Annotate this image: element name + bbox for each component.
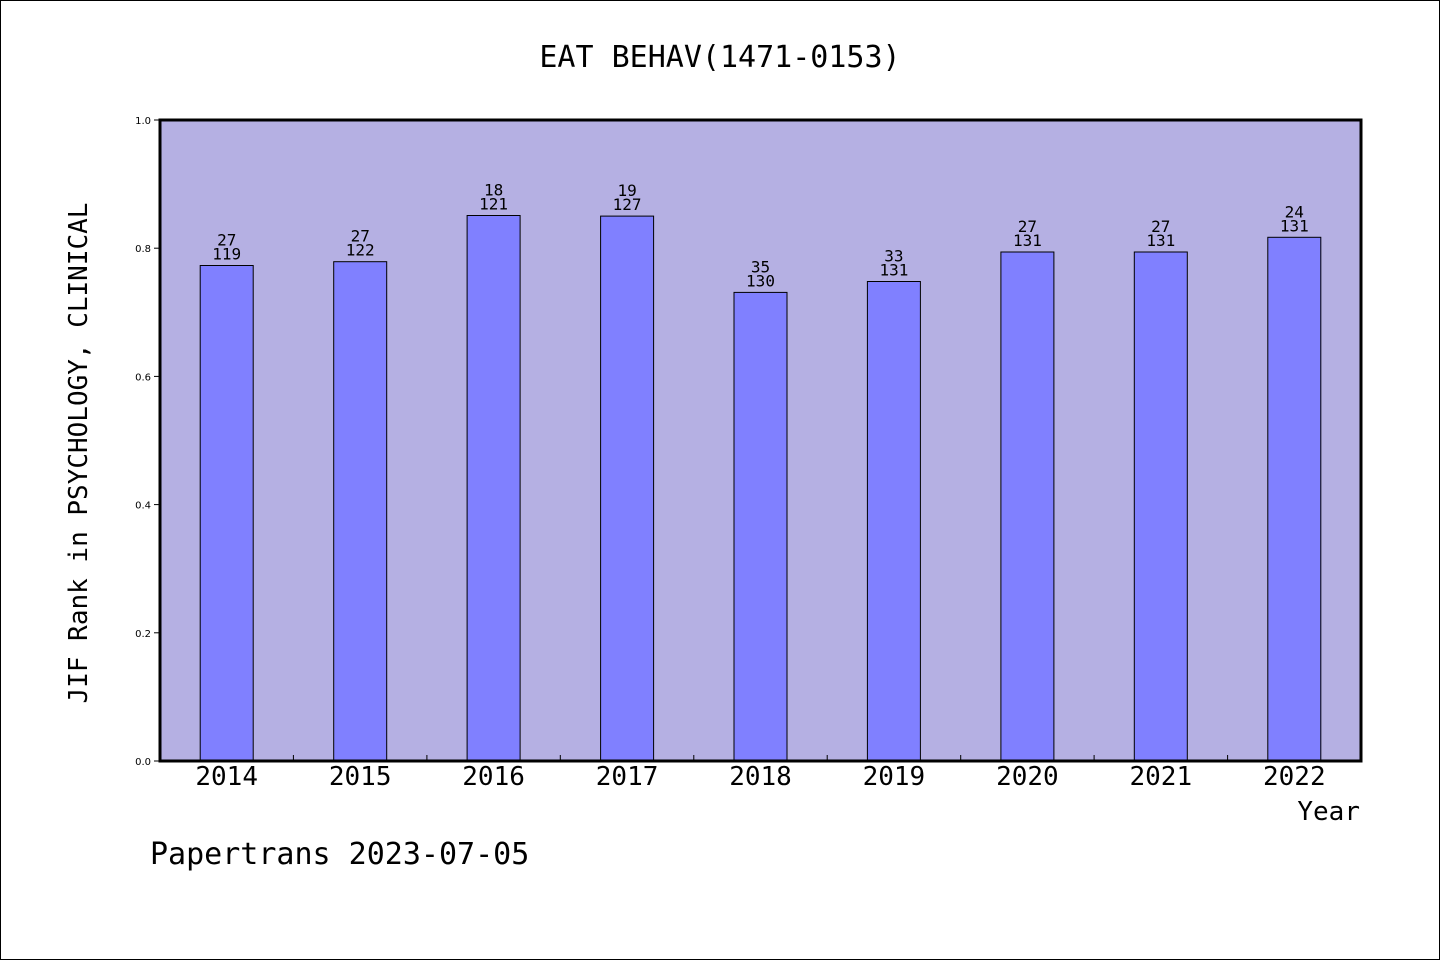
bar-rank-label: 27 xyxy=(1018,217,1037,236)
bar xyxy=(1133,251,1188,762)
y-tick-label: 0.8 xyxy=(135,244,151,255)
bar-total-label: 122 xyxy=(346,241,375,260)
y-tick-label: 0.4 xyxy=(135,501,151,512)
bar-rank-label: 24 xyxy=(1285,202,1304,221)
axis-ticks: 2014 2015 2016 2017 2018 2019 2020 2021 2022 0.0 0… xyxy=(135,116,1326,792)
bar-total-label: 131 xyxy=(1146,231,1175,250)
bar-rank-label: 27 xyxy=(351,227,370,246)
x-tick-label: 2022 xyxy=(1263,762,1326,792)
bar-total-label: 121 xyxy=(479,195,508,214)
x-tick-label: 2018 xyxy=(729,762,792,792)
bar-total-label: 119 xyxy=(212,245,241,264)
bar-rank-label: 27 xyxy=(1151,217,1170,236)
bar xyxy=(1000,251,1055,762)
bar-rank-label: 18 xyxy=(484,181,503,200)
y-tick-label: 0.2 xyxy=(135,629,151,640)
bar xyxy=(199,265,254,762)
bar xyxy=(1267,236,1322,762)
footer-credit: Papertrans 2023-07-05 xyxy=(150,837,529,872)
y-tick-label: 0.6 xyxy=(135,372,151,383)
bar xyxy=(866,281,921,762)
bars-group: 2711927122181211912735130331312713127131… xyxy=(199,181,1322,762)
bar-total-label: 131 xyxy=(1280,216,1309,235)
bar-total-label: 130 xyxy=(746,271,775,290)
bar xyxy=(466,215,521,762)
bar xyxy=(600,215,655,762)
chart-title: EAT BEHAV(1471-0153) xyxy=(539,40,900,75)
bar-rank-label: 35 xyxy=(751,257,770,276)
x-tick-label: 2014 xyxy=(195,762,258,792)
x-tick-label: 2019 xyxy=(863,762,926,792)
x-tick-label: 2017 xyxy=(596,762,659,792)
x-tick-label: 2021 xyxy=(1129,762,1192,792)
plot-border xyxy=(158,118,1363,763)
y-tick-label: 0.0 xyxy=(135,757,151,768)
y-tick-label: 1.0 xyxy=(135,116,151,127)
bar xyxy=(333,261,388,762)
y-axis-label: JIF Rank in PSYCHOLOGY, CLINICAL xyxy=(64,203,94,704)
bar-total-label: 131 xyxy=(879,261,908,280)
x-tick-label: 2015 xyxy=(329,762,392,792)
x-axis-label: Year xyxy=(1297,797,1360,827)
x-tick-label: 2016 xyxy=(462,762,525,792)
bar-total-label: 127 xyxy=(613,195,642,214)
bar-rank-label: 27 xyxy=(217,231,236,250)
bar-total-label: 131 xyxy=(1013,231,1042,250)
bar-rank-label: 33 xyxy=(884,247,903,266)
bar xyxy=(733,291,788,762)
x-tick-label: 2020 xyxy=(996,762,1059,792)
bar-rank-label: 19 xyxy=(617,181,636,200)
